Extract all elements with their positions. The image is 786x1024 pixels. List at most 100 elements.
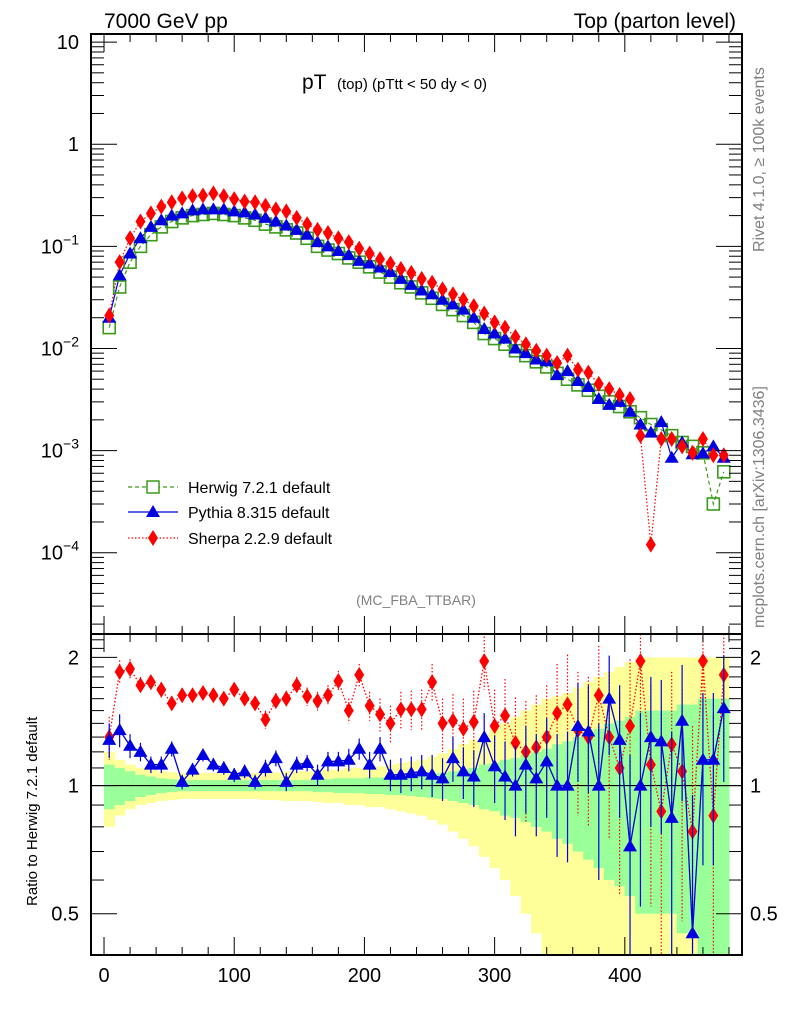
main-marker-sherpa [656, 430, 667, 447]
ratio-marker-pythia [237, 764, 252, 777]
ratio-marker-pythia [341, 752, 356, 765]
main-marker-pythia [445, 297, 460, 310]
ratio-marker-pythia [716, 701, 731, 714]
ratio-marker-pythia [393, 767, 408, 780]
ratio-marker-sherpa [635, 653, 646, 670]
main-series [102, 185, 731, 553]
main-marker-pythia [456, 302, 471, 315]
main-marker-pythia [341, 248, 356, 261]
ratio-marker-sherpa [114, 663, 125, 680]
main-marker-sherpa [177, 190, 188, 207]
legend-sherpa-label: Sherpa 2.2.9 default [188, 531, 333, 548]
main-marker-pythia [154, 213, 169, 226]
main-marker-pythia [487, 326, 502, 339]
main-marker-sherpa [562, 347, 573, 364]
main-line-herwig [108, 212, 725, 507]
y-tick-label-base: 10 [41, 236, 63, 258]
y-tick-label-exponent: −3 [63, 436, 79, 452]
legend-sherpa-marker [148, 530, 158, 546]
plot-title: pT (top) (pTtt < 50 dy < 0) [302, 71, 487, 94]
ratio-marker-sherpa [552, 705, 563, 722]
main-marker-sherpa [354, 240, 365, 257]
main-marker-sherpa [135, 213, 146, 230]
main-marker-pythia [185, 203, 200, 216]
ratio-marker-pythia [279, 774, 294, 787]
ratio-marker-pythia [498, 769, 513, 782]
main-marker-sherpa [260, 197, 271, 214]
main-marker-pythia [643, 425, 658, 438]
main-marker-herwig [112, 280, 127, 294]
ratio-marker-pythia [435, 771, 450, 784]
main-marker-sherpa [322, 225, 333, 242]
ratio-marker-pythia [289, 757, 304, 770]
axes [90, 33, 743, 956]
y-tick-label: 10−2 [41, 333, 79, 360]
ratio-marker-pythia [425, 767, 440, 780]
y-tick-label: 10−1 [41, 231, 79, 258]
main-marker-pythia [623, 404, 638, 417]
ratio-marker-pythia [102, 732, 117, 745]
main-marker-sherpa [239, 193, 250, 210]
ratio-marker-pythia [550, 778, 565, 791]
ratio-marker-sherpa [197, 684, 208, 701]
main-marker-pythia [195, 202, 210, 215]
main-marker-pythia [300, 227, 315, 240]
main-marker-pythia [425, 287, 440, 300]
legend-item-herwig: Herwig 7.2.1 default [128, 480, 331, 497]
ratio-marker-sherpa [385, 715, 396, 732]
ratio-marker-pythia [404, 766, 419, 779]
main-marker-sherpa [645, 536, 656, 553]
main-marker-sherpa [614, 387, 625, 404]
main-marker-pythia [248, 207, 263, 220]
main-marker-pythia [602, 397, 617, 410]
ratio-marker-pythia [643, 730, 658, 743]
x-tick-label: 300 [478, 965, 511, 987]
ratio-marker-sherpa [260, 711, 271, 728]
main-marker-sherpa [406, 264, 417, 281]
ratio-marker-pythia [508, 778, 523, 791]
ratio-marker-sherpa [291, 677, 302, 694]
main-marker-sherpa [291, 209, 302, 226]
ratio-series [102, 634, 731, 955]
main-marker-pythia [352, 253, 367, 266]
ratio-marker-sherpa [489, 718, 500, 735]
ratio-marker-pythia [456, 764, 471, 777]
ratio-marker-pythia [352, 741, 367, 754]
ratio-y-axis-label: Ratio to Herwig 7.2.1 default [24, 716, 41, 906]
main-marker-sherpa [145, 205, 156, 222]
ratio-marker-sherpa [406, 701, 417, 718]
analysis-label: (MC_FBA_TTBAR) [356, 592, 476, 608]
main-marker-sherpa [343, 234, 354, 251]
main-marker-sherpa [187, 188, 198, 205]
ratio-marker-sherpa [302, 688, 313, 705]
ratio-marker-sherpa [510, 734, 521, 751]
main-marker-pythia [706, 439, 721, 452]
main-marker-pythia [508, 341, 523, 354]
main-marker-sherpa [687, 444, 698, 461]
main-marker-sherpa [625, 391, 636, 408]
y-tick-label: 1 [68, 134, 79, 156]
main-marker-pythia [331, 244, 346, 257]
main-marker-sherpa [500, 319, 511, 336]
ratio-marker-pythia [414, 764, 429, 777]
side-label-rivet: Rivet 4.1.0, ≥ 100k events [751, 67, 768, 252]
ratio-marker-pythia [206, 757, 221, 770]
main-marker-pythia [477, 322, 492, 335]
ratio-marker-sherpa [239, 690, 250, 707]
ratio-marker-pythia [216, 760, 231, 773]
main-marker-pythia [258, 210, 273, 223]
main-marker-sherpa [708, 447, 719, 464]
ratio-marker-sherpa [416, 701, 427, 718]
main-marker-sherpa [437, 281, 448, 298]
ratio-marker-pythia [602, 691, 617, 704]
ratio-band-inner [718, 698, 730, 955]
y-tick-label-base: 10 [41, 543, 63, 565]
ratio-marker-sherpa [562, 696, 573, 713]
ratio-marker-sherpa [177, 687, 188, 704]
x-tick-label: 200 [348, 965, 381, 987]
ratio-marker-sherpa [395, 701, 406, 718]
main-marker-sherpa [718, 447, 729, 464]
x-tick-label: 400 [608, 965, 641, 987]
main-marker-sherpa [541, 347, 552, 364]
main-marker-sherpa [364, 245, 375, 262]
